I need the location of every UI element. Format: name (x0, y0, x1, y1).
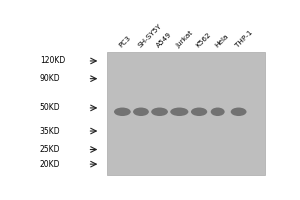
Ellipse shape (114, 108, 131, 116)
Text: 90KD: 90KD (40, 74, 61, 83)
Text: 120KD: 120KD (40, 56, 65, 65)
Text: SH-SY5Y: SH-SY5Y (137, 23, 163, 49)
Text: 35KD: 35KD (40, 127, 61, 136)
Ellipse shape (133, 108, 149, 116)
Text: A549: A549 (155, 31, 173, 49)
Text: 50KD: 50KD (40, 103, 61, 112)
Text: Jurkat: Jurkat (175, 29, 194, 49)
Ellipse shape (211, 108, 225, 116)
Text: 20KD: 20KD (40, 160, 60, 169)
Text: 25KD: 25KD (40, 145, 60, 154)
Ellipse shape (170, 108, 188, 116)
Text: PC3: PC3 (118, 34, 132, 49)
Text: K562: K562 (195, 31, 212, 49)
Text: THP-1: THP-1 (234, 29, 254, 49)
Ellipse shape (191, 108, 207, 116)
Ellipse shape (151, 108, 168, 116)
Bar (107, 52, 266, 175)
Text: Hela: Hela (213, 33, 229, 49)
Ellipse shape (231, 108, 247, 116)
